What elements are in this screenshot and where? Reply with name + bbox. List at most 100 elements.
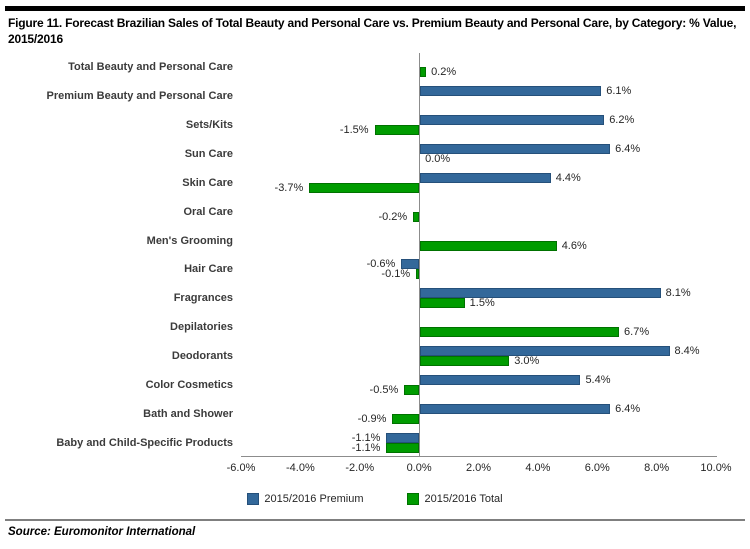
bar-premium [420, 288, 661, 299]
chart-row: Depilatories 6.7% [4, 313, 746, 342]
total-bar-slot: 6.7% [241, 326, 716, 339]
x-tick-label: -6.0% [226, 462, 256, 474]
chart-row: Skin Care 4.4% -3.7% [4, 168, 746, 197]
total-bar-slot: -1.1% [241, 441, 716, 454]
chart-row: Deodorants 8.4% 3.0% [4, 342, 746, 371]
legend-label: 2015/2016 Premium [264, 493, 364, 505]
bar-pair: 8.1% 1.5% [241, 287, 716, 310]
premium-bar-slot: 8.4% [241, 345, 716, 358]
category-label: Bath and Shower [143, 407, 233, 420]
bottom-divider [5, 519, 745, 521]
figure-container: Figure 11. Forecast Brazilian Sales of T… [4, 6, 746, 538]
bar-premium [420, 403, 611, 414]
value-label: -3.7% [274, 181, 304, 194]
chart-row: Bath and Shower 6.4% -0.9% [4, 399, 746, 428]
bar-total [413, 211, 420, 222]
chart-row: Color Cosmetics 5.4% -0.5% [4, 370, 746, 399]
chart-area: Total Beauty and Personal Care 0.2% Premiu… [4, 53, 746, 457]
chart-row: Hair Care -0.6% -0.1% [4, 255, 746, 284]
x-tick-label: -4.0% [286, 462, 315, 474]
value-label: 6.7% [624, 326, 650, 339]
total-bar-slot: -0.5% [241, 383, 716, 396]
chart-row: Men's Grooming 4.6% [4, 226, 746, 255]
x-axis-line [241, 456, 717, 457]
bar-premium [420, 86, 602, 97]
bar-pair: -0.6% -0.1% [241, 258, 716, 281]
x-tick-label: 4.0% [525, 462, 551, 474]
total-bar-slot [241, 96, 716, 106]
bar-total [420, 67, 427, 78]
legend-item-total: 2015/2016 Total [407, 493, 503, 505]
total-bar-slot: 1.5% [241, 297, 716, 310]
chart-row: Total Beauty and Personal Care 0.2% [4, 53, 746, 82]
premium-bar-slot [241, 231, 716, 241]
x-axis-labels: -6.0% -4.0% -2.0% 0.0% 2.0% 4.0% 6.0% 8.0% 10.0% [227, 457, 732, 479]
value-label: 6.4% [615, 402, 641, 415]
bar-total [420, 327, 620, 338]
total-bar-slot: 3.0% [241, 355, 716, 368]
bar-pair: 8.4% 3.0% [241, 345, 716, 368]
chart-row: Sun Care 6.4% 0.0% [4, 140, 746, 169]
value-label: -1.5% [339, 124, 369, 137]
category-label: Hair Care [184, 263, 233, 276]
bar-total [386, 442, 420, 453]
bar-premium [420, 346, 670, 357]
bar-total [420, 298, 465, 309]
total-bar-slot: 4.6% [241, 239, 716, 252]
bar-pair: 6.4% 0.0% [241, 143, 716, 165]
premium-bar-slot: -1.1% [241, 431, 716, 444]
category-label: Baby and Child-Specific Products [56, 436, 233, 449]
value-label: 6.2% [609, 114, 635, 127]
category-label: Deodorants [171, 350, 233, 363]
chart-row: Sets/Kits 6.2% -1.5% [4, 111, 746, 140]
value-label: -0.1% [381, 268, 411, 281]
premium-bar-slot: 6.2% [241, 114, 716, 127]
total-bar-slot: -0.9% [241, 413, 716, 425]
value-label: 3.0% [514, 355, 540, 368]
category-label: Skin Care [182, 176, 233, 189]
zero-axis-line [419, 53, 420, 457]
premium-bar-slot: 6.1% [241, 85, 716, 98]
bar-total [374, 125, 420, 136]
bar-pair: 0.2% [241, 57, 716, 79]
category-label: Premium Beauty and Personal Care [46, 90, 233, 103]
category-label: Depilatories [170, 321, 233, 334]
category-label: Sun Care [184, 148, 233, 160]
chart-row: Oral Care -0.2% [4, 197, 746, 226]
total-bar-slot: -1.5% [241, 124, 716, 137]
category-label: Oral Care [183, 205, 233, 218]
bar-premium [420, 115, 605, 126]
value-label: -0.5% [369, 383, 399, 396]
premium-bar-slot: 4.4% [241, 172, 716, 184]
value-label: 5.4% [585, 373, 611, 386]
bar-total [420, 356, 510, 367]
bar-pair: 6.1% [241, 85, 716, 106]
value-label: 0.2% [431, 66, 457, 79]
bar-pair: 4.4% -3.7% [241, 172, 716, 194]
value-label: 1.5% [469, 297, 495, 310]
value-label: 0.0% [425, 153, 451, 165]
value-label: 4.6% [561, 239, 587, 252]
figure-title: Figure 11. Forecast Brazilian Sales of T… [8, 16, 737, 46]
total-bar-slot: 0.0% [241, 153, 716, 165]
x-tick-label: -2.0% [345, 462, 375, 474]
bar-premium [420, 172, 551, 183]
bar-pair: -1.1% -1.1% [241, 431, 716, 454]
category-label: Men's Grooming [146, 234, 233, 247]
legend-label: 2015/2016 Total [424, 493, 503, 505]
bar-pair: 4.6% [241, 231, 716, 252]
premium-bar-slot: 6.4% [241, 402, 716, 415]
x-tick-label: 2.0% [465, 462, 492, 474]
total-bar-slot: -0.2% [241, 211, 716, 223]
value-label: 8.4% [674, 345, 700, 358]
x-tick-label: 0.0% [406, 462, 432, 474]
figure-source: Source: Euromonitor International [8, 526, 196, 538]
value-label: -1.1% [351, 431, 381, 444]
bar-premium [386, 432, 420, 443]
total-bar-slot: -3.7% [241, 181, 716, 194]
value-label: 6.1% [606, 85, 632, 98]
top-divider [5, 6, 745, 11]
bar-premium [420, 374, 581, 385]
bar-total [404, 384, 420, 395]
value-label: -1.1% [351, 441, 381, 454]
